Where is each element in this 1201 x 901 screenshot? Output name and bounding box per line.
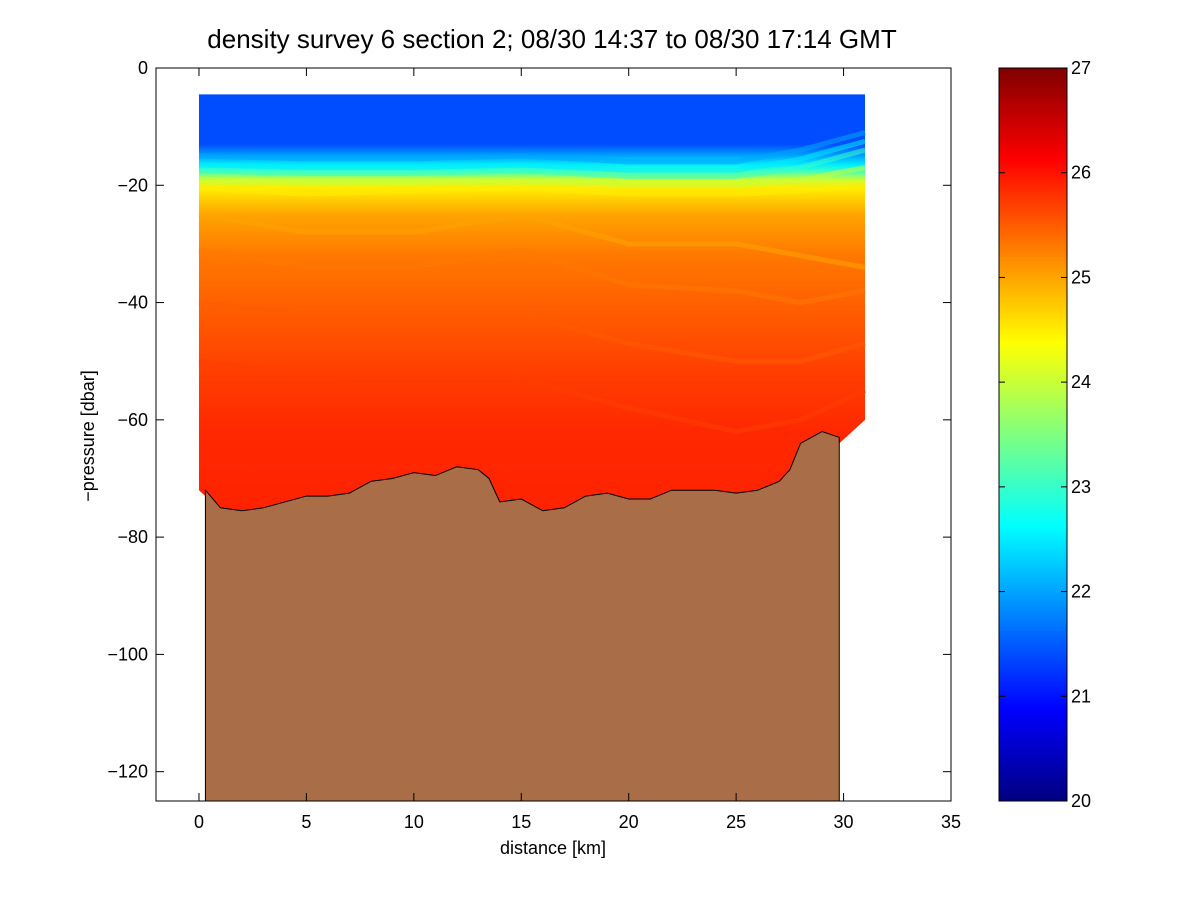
colorbar-frame [998,67,1068,802]
chart-title: density survey 6 section 2; 08/30 14:37 … [207,24,897,54]
seafloor-fill [204,431,840,801]
y-tick-label: −100 [107,644,148,664]
y-axis-label: −pressure [dbar] [78,370,98,502]
density-field [198,94,866,517]
colorbar-tick-label: 25 [1071,267,1091,287]
colorbar: 20 21 22 23 24 25 26 27 [998,58,1091,811]
plot-frame [155,67,952,802]
x-axis-ticks: 0 5 10 15 20 25 30 35 [194,68,961,832]
isopycnal-24 [198,165,866,188]
isopycnal-25.5 [198,300,866,364]
y-tick-label: −120 [107,762,148,782]
plot-area: 0 5 10 15 20 25 30 35 0 −20 −40 −60 −80 −100 −120 [107,58,961,832]
x-axis-label: distance [km] [500,838,606,858]
x-tick-label: 35 [941,812,961,832]
colorbar-tick-label: 23 [1071,477,1091,497]
y-tick-label: −40 [117,293,148,313]
isopycnal-25.3 [198,247,866,306]
colorbar-tick-label: 27 [1071,58,1091,78]
seafloor-bathymetry [204,431,840,801]
colorbar-tick-label: 22 [1071,582,1091,602]
isopycnal-25.7 [198,358,867,435]
isopycnal-25 [198,212,866,270]
colorbar-tick-label: 21 [1071,686,1091,706]
y-tick-label: −80 [117,527,148,547]
isopycnal-23 [198,147,866,179]
density-field-fill [198,94,866,517]
x-tick-label: 0 [194,812,204,832]
isopycnal-contours [198,130,867,435]
x-tick-label: 15 [511,812,531,832]
isopycnal-22.5 [198,138,866,174]
x-tick-label: 30 [834,812,854,832]
colorbar-tick-label: 24 [1071,372,1091,392]
x-tick-label: 5 [301,812,311,832]
colorbar-tick-label: 26 [1071,163,1091,183]
colorbar-gradient [999,68,1067,801]
y-tick-label: −60 [117,410,148,430]
y-tick-label: −20 [117,175,148,195]
isopycnal-22 [198,130,866,165]
x-tick-label: 25 [726,812,746,832]
colorbar-tick-label: 20 [1071,791,1091,811]
y-tick-label: 0 [138,58,148,78]
y-axis-ticks: 0 −20 −40 −60 −80 −100 −120 [107,58,951,782]
isopycnal-24.5 [198,182,866,197]
colorbar-ticks: 20 21 22 23 24 25 26 27 [999,58,1091,811]
x-tick-label: 10 [404,812,424,832]
x-tick-label: 20 [619,812,639,832]
